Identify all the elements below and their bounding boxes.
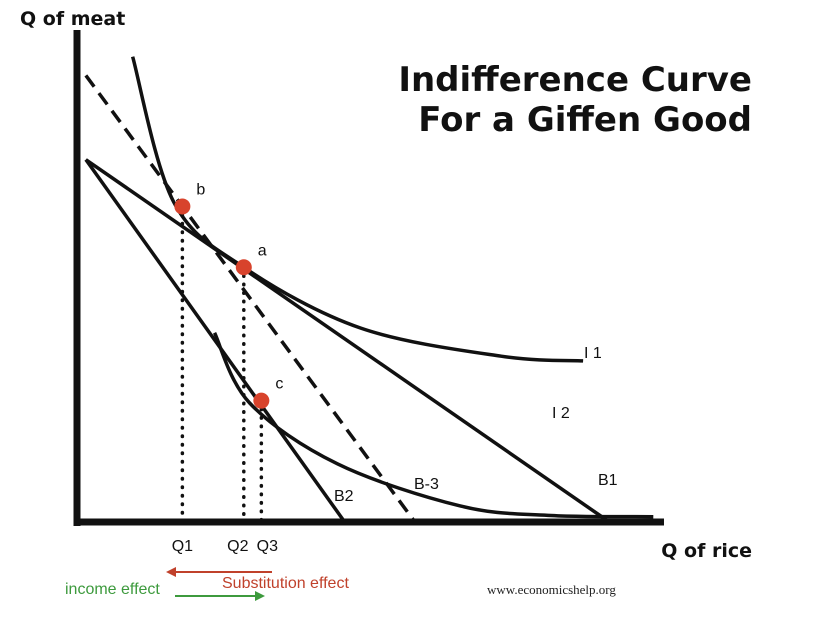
chart-title-line-2: For a Giffen Good xyxy=(418,100,752,140)
label-b-3: B-3 xyxy=(414,476,439,493)
indifference-curve-i-1 xyxy=(130,56,584,363)
x-tick-q1: Q1 xyxy=(172,538,193,555)
x-tick-q3: Q3 xyxy=(257,538,278,555)
chart-title-line-1: Indifference Curve xyxy=(398,60,752,100)
label-i-1: I 1 xyxy=(584,345,602,362)
effects-legend: Substitution effect income effect xyxy=(65,567,349,601)
point-b xyxy=(174,198,191,215)
income-arrowhead xyxy=(255,591,265,601)
credit: www.economicshelp.org xyxy=(487,582,616,597)
label-b1: B1 xyxy=(598,472,618,489)
budget-line-b1 xyxy=(84,158,608,522)
budget-line-b-3 xyxy=(84,74,415,522)
point-label-a: a xyxy=(258,242,267,259)
label-i-2: I 2 xyxy=(552,405,570,422)
x-axis-title: Q of rice xyxy=(661,540,752,562)
substitution-effect-label: Substitution effect xyxy=(222,575,349,592)
label-layer: b a c I 1 I 2 B1 B2 B-3 xyxy=(196,181,617,505)
point-label-c: c xyxy=(275,376,283,393)
curve-layer xyxy=(84,56,654,522)
point-a xyxy=(235,259,252,276)
point-layer xyxy=(174,198,270,409)
indifference-curve-i-2 xyxy=(212,332,654,519)
point-c xyxy=(253,392,270,409)
substitution-arrowhead xyxy=(166,567,176,577)
point-label-b: b xyxy=(196,181,205,198)
tick-layer: Q1 Q2 Q3 xyxy=(172,538,278,555)
budget-line-b2 xyxy=(84,158,345,522)
label-b2: B2 xyxy=(334,488,354,505)
income-effect-label: income effect xyxy=(65,581,160,598)
y-axis-title: Q of meat xyxy=(20,8,125,30)
x-tick-q2: Q2 xyxy=(227,538,248,555)
